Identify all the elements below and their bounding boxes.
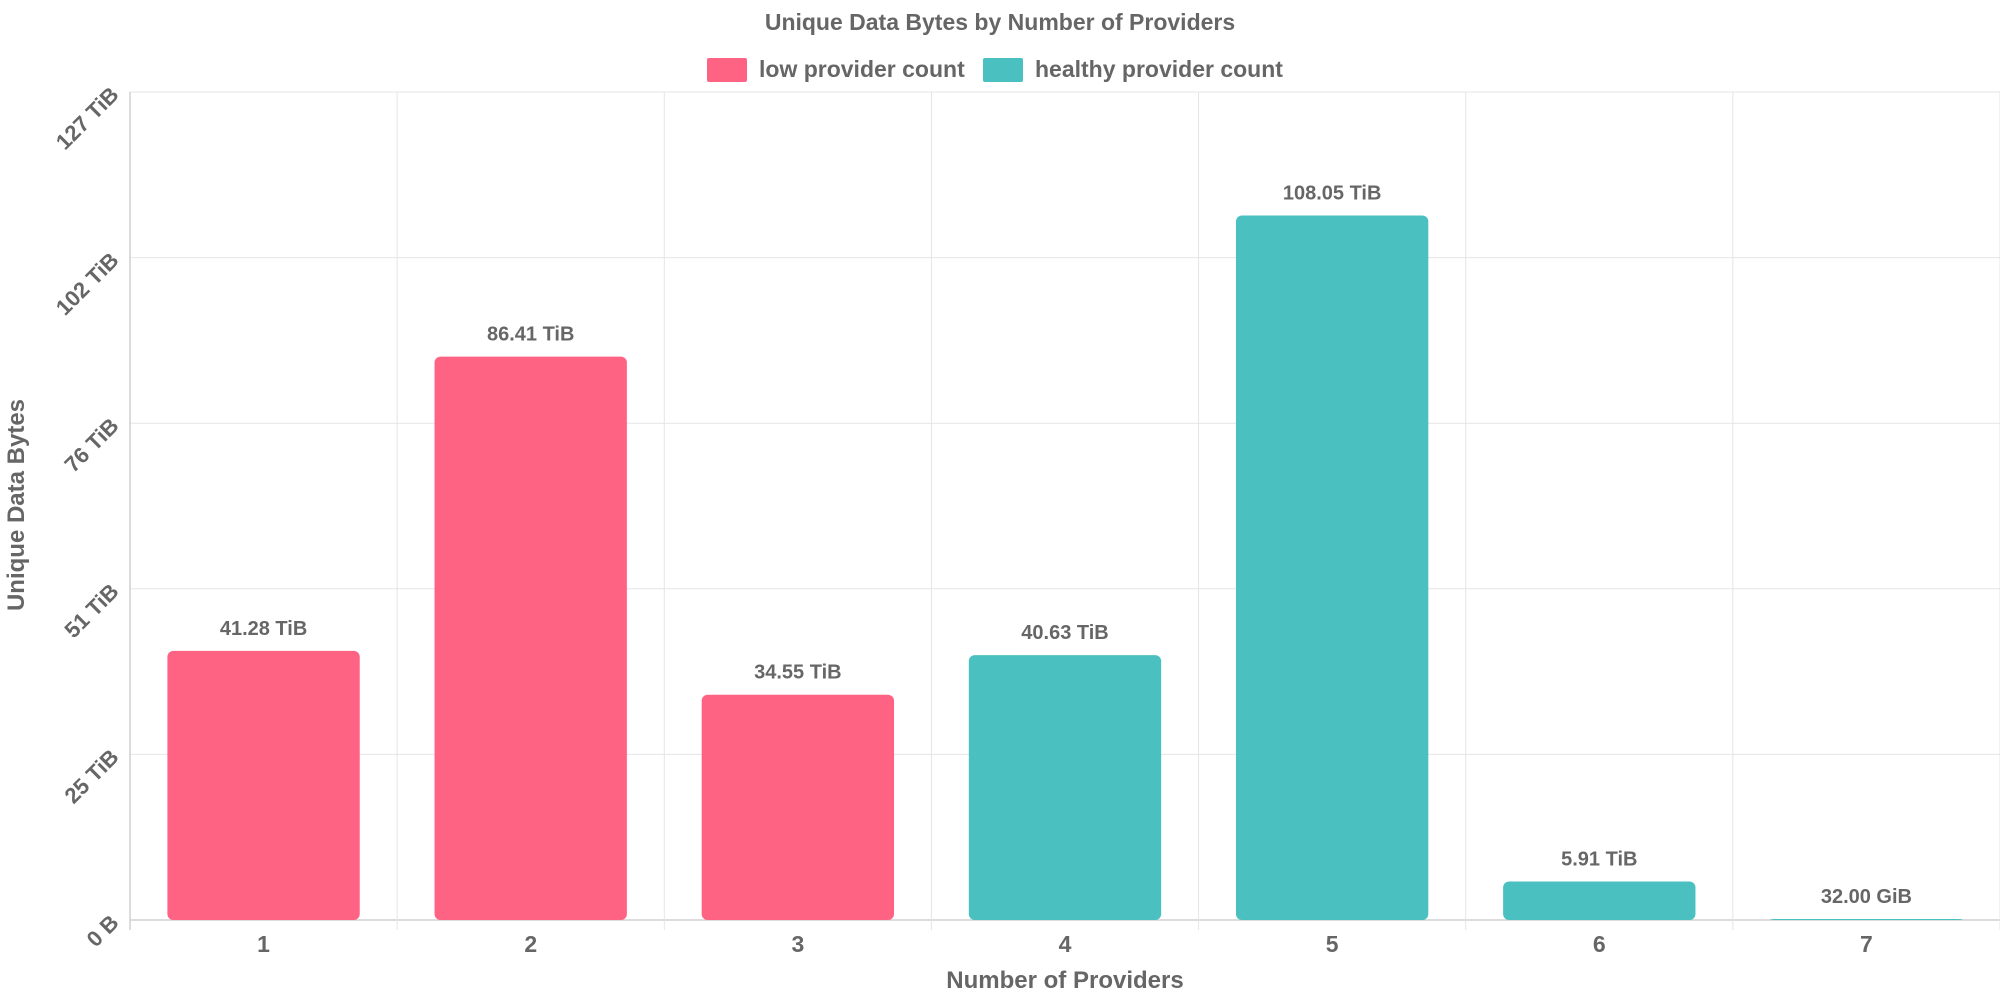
data-label-providers-6: 5.91 TiB xyxy=(1561,848,1637,870)
y-tick-label: 102 TiB xyxy=(51,247,124,320)
bar-providers-4[interactable] xyxy=(968,655,1162,920)
legend-label-low-provider-count[interactable]: low provider count xyxy=(759,56,965,82)
legend-label-healthy-provider-count[interactable]: healthy provider count xyxy=(1035,56,1283,82)
data-label-providers-5: 108.05 TiB xyxy=(1283,183,1382,205)
data-label-providers-3: 34.55 TiB xyxy=(754,662,841,684)
data-label-providers-7: 32.00 GiB xyxy=(1821,886,1912,908)
legend: low provider count healthy provider coun… xyxy=(707,56,1283,82)
bar-providers-1[interactable] xyxy=(167,650,360,920)
x-axis-ticks: 1 2 3 4 5 6 7 xyxy=(257,931,1873,957)
legend-swatch-healthy-provider-count[interactable] xyxy=(983,58,1023,82)
y-tick-label: 127 TiB xyxy=(51,82,124,155)
x-tick-label: 6 xyxy=(1593,931,1606,957)
x-tick-label: 5 xyxy=(1326,931,1339,957)
data-label-providers-1: 41.28 TiB xyxy=(220,618,307,640)
x-tick-label: 1 xyxy=(257,931,270,957)
x-tick-label: 3 xyxy=(791,931,804,957)
data-label-providers-4: 40.63 TiB xyxy=(1021,622,1108,644)
bar-providers-7[interactable] xyxy=(1770,919,1963,920)
y-tick-label: 76 TiB xyxy=(59,413,123,477)
x-tick-label: 2 xyxy=(524,931,537,957)
x-tick-label: 4 xyxy=(1059,931,1072,957)
y-tick-label: 25 TiB xyxy=(59,744,123,808)
bar-providers-6[interactable] xyxy=(1503,881,1696,920)
y-tick-label: 51 TiB xyxy=(59,579,123,643)
legend-swatch-low-provider-count[interactable] xyxy=(707,58,747,82)
y-axis-title: Unique Data Bytes xyxy=(3,399,30,611)
data-label-providers-2: 86.41 TiB xyxy=(487,324,574,346)
y-axis-ticks: 0 B 25 TiB 51 TiB 76 TiB 102 TiB 127 TiB xyxy=(51,82,124,952)
data-labels: 41.28 TiB 86.41 TiB 34.55 TiB 40.63 TiB 108.… xyxy=(220,183,1912,908)
chart-title: Unique Data Bytes by Number of Providers xyxy=(765,9,1235,35)
x-tick-label: 7 xyxy=(1860,931,1873,957)
bar-providers-5[interactable] xyxy=(1235,215,1429,920)
x-axis-title: Number of Providers xyxy=(946,967,1183,994)
bars xyxy=(167,215,1963,920)
bar-providers-3[interactable] xyxy=(701,694,895,920)
bar-providers-2[interactable] xyxy=(434,356,627,920)
y-tick-label: 0 B xyxy=(82,910,124,952)
